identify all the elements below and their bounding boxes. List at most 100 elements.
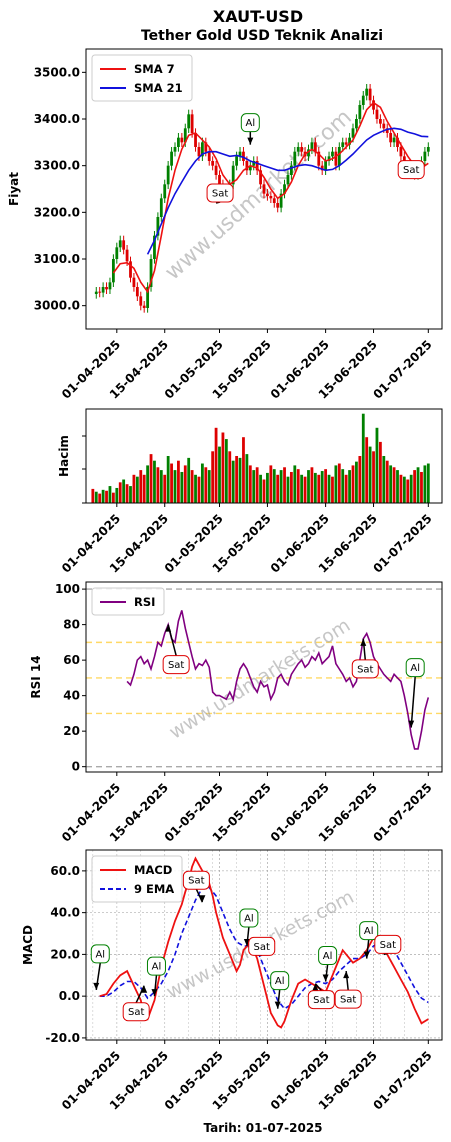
volume-bar — [115, 487, 119, 503]
signal-label: Al — [410, 663, 420, 674]
candle-body — [194, 133, 197, 147]
candle-body — [324, 161, 328, 171]
macd-ylabel: MACD — [21, 925, 35, 965]
volume-bar — [413, 470, 417, 503]
macd-ytick-label: -20.0 — [45, 1031, 80, 1045]
rsi-xtick-label: 01-07-2025 — [370, 780, 434, 844]
volume-bar — [289, 471, 293, 503]
signal-box — [405, 658, 425, 678]
signal-box — [248, 936, 276, 956]
candle-body — [218, 175, 221, 185]
volume-bar — [327, 474, 331, 503]
volume-bar — [118, 482, 122, 503]
panels: www.usdmarkets.comSatAlSat3000.03100.032… — [7, 48, 443, 1113]
legend-label-rsi: RSI — [134, 595, 155, 609]
candle-body — [426, 147, 430, 152]
signal-label: Al — [244, 914, 254, 925]
signal-box — [351, 659, 379, 679]
candle-body — [351, 128, 355, 138]
signal-box — [182, 870, 210, 890]
signal-arrowhead — [165, 624, 172, 632]
volume-bar — [252, 470, 256, 503]
volume-bar — [180, 471, 184, 503]
legend-box — [91, 587, 165, 616]
candle-body — [187, 114, 191, 129]
volume-bar — [303, 476, 307, 503]
signal-label: Al — [275, 976, 285, 987]
candle-body — [101, 287, 105, 293]
volume-bar — [207, 470, 211, 503]
candle-body — [125, 249, 129, 262]
rsi-ytick-label: 0 — [72, 760, 80, 774]
volume-bar — [129, 486, 132, 503]
signal-label: Sat — [357, 664, 373, 675]
price-frame — [85, 48, 443, 330]
candle-body — [320, 165, 324, 171]
candle-body — [262, 184, 266, 194]
candle-body — [307, 149, 310, 157]
volume-bar — [200, 463, 204, 503]
volume-bar — [238, 457, 242, 503]
candle-body — [159, 198, 163, 217]
volume-bar — [224, 439, 228, 503]
candle-body — [392, 137, 396, 143]
price-ytick-label: 3100.0 — [34, 252, 80, 266]
candle-body — [190, 114, 194, 133]
volume-bar — [337, 463, 341, 503]
candle-body — [300, 147, 304, 152]
volume-bar — [166, 456, 170, 503]
signal-label: Sat — [188, 876, 204, 887]
candle-body — [382, 123, 386, 129]
signal-box — [270, 971, 290, 991]
candle-body — [399, 147, 403, 157]
candle-body — [204, 142, 208, 152]
candle-body — [129, 261, 132, 278]
volume-bar — [132, 474, 136, 503]
price-ytick-label: 3300.0 — [34, 159, 80, 173]
volume-bar — [187, 457, 191, 503]
volume-bar — [423, 465, 427, 503]
candle-body — [279, 193, 283, 208]
volume-bar — [228, 451, 232, 503]
volume-bar — [331, 476, 334, 503]
candle-body — [242, 151, 245, 161]
candle-body — [317, 151, 321, 166]
volume-bar — [365, 437, 369, 503]
candle-body — [177, 137, 180, 147]
signal-arrow — [195, 888, 204, 903]
signal-label: Al — [95, 949, 105, 960]
volume-bar — [245, 454, 249, 503]
candle-body — [255, 161, 259, 171]
volume-bar — [317, 474, 321, 503]
volume-bar — [221, 432, 225, 503]
legend-label-sma7: SMA 7 — [134, 62, 175, 76]
volume-bar — [255, 467, 259, 503]
volume-bar — [108, 486, 112, 503]
candle-body — [149, 259, 153, 287]
signal-box — [206, 183, 234, 203]
candle-body — [375, 109, 379, 119]
legend-label-macd: MACD — [134, 863, 172, 877]
volume-bar — [279, 470, 283, 503]
candle-body — [348, 137, 351, 145]
volume-bar — [135, 476, 139, 503]
volume-bar — [91, 488, 95, 503]
volume-bar — [177, 460, 180, 503]
candle-body — [289, 165, 293, 175]
rsi-frame — [85, 581, 443, 773]
signal-label: Sat — [168, 660, 184, 671]
signal-label: Sat — [380, 940, 396, 951]
watermark: www.usdmarkets.com — [160, 105, 356, 285]
volume-bar — [307, 470, 310, 503]
candle-body — [170, 151, 173, 166]
candle-body — [111, 259, 115, 283]
volume-bar — [159, 470, 163, 503]
sma21-line — [146, 127, 429, 255]
candle-body — [310, 142, 314, 150]
rsi-ylabel: RSI 14 — [29, 655, 43, 698]
candle-body — [238, 151, 242, 157]
volume-bar — [296, 469, 300, 503]
candle-body — [276, 203, 280, 208]
signal-box — [307, 990, 335, 1010]
